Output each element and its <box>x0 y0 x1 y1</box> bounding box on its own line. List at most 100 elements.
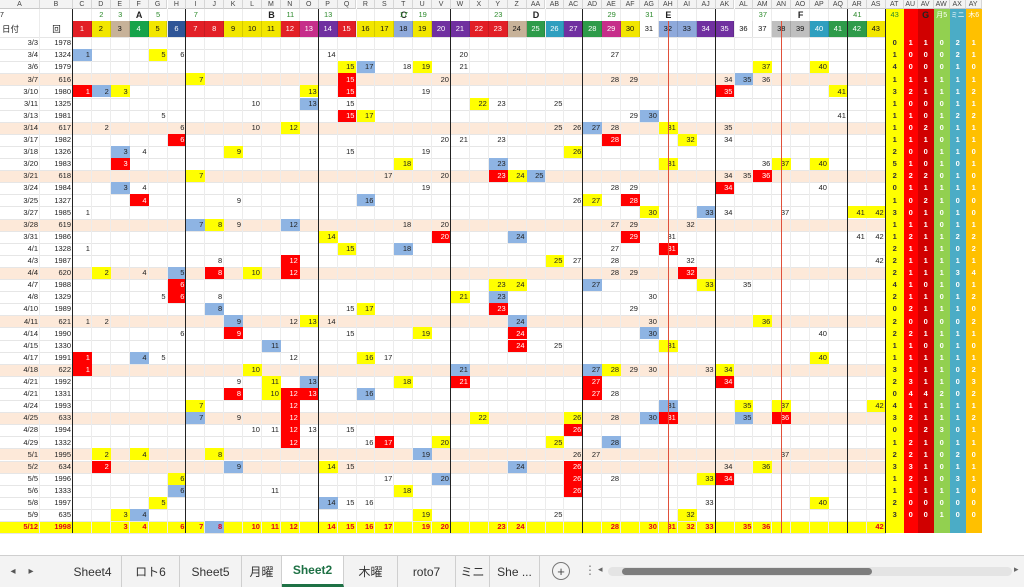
summary-count-cell[interactable]: 0 <box>908 498 913 508</box>
number-cell[interactable]: 26 <box>564 145 584 158</box>
date-cell[interactable]: 3/24 <box>23 183 38 193</box>
summary-count-cell[interactable]: 0 <box>939 316 944 326</box>
column-header-b[interactable]: B <box>40 0 73 9</box>
summary-count-cell[interactable]: 2 <box>923 195 928 205</box>
number-cell[interactable]: 12 <box>280 121 300 134</box>
summary-count-cell[interactable]: 0 <box>923 98 928 108</box>
summary-count-cell[interactable]: 1 <box>955 437 960 447</box>
number-cell[interactable]: 28 <box>610 413 620 423</box>
column-header-as[interactable]: AS <box>866 0 886 9</box>
summary-count-cell[interactable]: 0 <box>939 473 944 483</box>
number-cell[interactable]: 20 <box>440 135 449 145</box>
number-cell[interactable]: 18 <box>394 158 414 171</box>
summary-count-cell[interactable]: 0 <box>955 159 960 169</box>
summary-count-cell[interactable]: 1 <box>923 86 928 96</box>
column-header-q[interactable]: Q <box>337 0 357 9</box>
number-cell[interactable]: 10 <box>243 363 262 376</box>
summary-count-cell[interactable]: 1 <box>923 437 928 447</box>
summary-count-cell[interactable]: 1 <box>923 304 928 314</box>
number-cell[interactable]: 6 <box>180 328 185 338</box>
date-cell[interactable]: 5/5 <box>27 473 38 483</box>
number-cell[interactable]: 18 <box>394 484 414 497</box>
date-cell[interactable]: 3/27 <box>23 207 38 217</box>
date-cell[interactable]: 3/31 <box>23 231 38 241</box>
number-cell[interactable]: 15 <box>346 522 355 532</box>
summary-count-cell[interactable]: 1 <box>971 219 976 229</box>
number-cell[interactable]: 27 <box>591 449 601 459</box>
summary-count-cell[interactable]: 1 <box>971 183 976 193</box>
number-cell[interactable]: 29 <box>629 74 638 84</box>
number-cell[interactable]: 8 <box>224 387 244 400</box>
number-cell[interactable]: 35 <box>734 73 754 86</box>
column-header-af[interactable]: AF <box>621 0 640 9</box>
summary-count-cell[interactable]: 1 <box>908 38 913 48</box>
summary-count-cell[interactable]: 0 <box>939 122 944 132</box>
summary-count-cell[interactable]: 1 <box>892 122 897 132</box>
number-cell[interactable]: 23 <box>488 291 508 304</box>
summary-count-cell[interactable]: 0 <box>955 498 960 508</box>
number-cell[interactable]: 6 <box>180 122 185 132</box>
number-cell[interactable]: 12 <box>289 316 298 326</box>
number-cell[interactable]: 26 <box>572 449 582 459</box>
summary-count-cell[interactable]: 1 <box>892 74 897 84</box>
number-cell[interactable]: 29 <box>629 364 638 374</box>
column-header-i[interactable]: I <box>186 0 206 9</box>
summary-count-cell[interactable]: 1 <box>939 413 944 423</box>
column-header-at[interactable]: AT <box>885 0 904 9</box>
number-cell[interactable]: 6 <box>167 484 187 497</box>
summary-count-cell[interactable]: 1 <box>939 377 944 387</box>
number-cell[interactable]: 35 <box>734 400 754 413</box>
column-header-aa[interactable]: AA <box>526 0 546 9</box>
scroll-left-arrow-icon[interactable]: ◂ <box>598 564 603 574</box>
summary-count-cell[interactable]: 1 <box>955 219 960 229</box>
number-cell[interactable]: 14 <box>318 230 338 243</box>
number-cell[interactable]: 29 <box>629 110 638 120</box>
column-header-ak[interactable]: AK <box>715 0 735 9</box>
summary-count-cell[interactable]: 1 <box>971 50 976 60</box>
column-header-an[interactable]: AN <box>772 0 792 9</box>
summary-count-cell[interactable]: 3 <box>892 461 897 471</box>
number-cell[interactable]: 23 <box>488 303 508 316</box>
number-cell[interactable]: 28 <box>610 183 620 193</box>
round-cell[interactable]: 1987 <box>54 256 71 266</box>
number-cell[interactable]: 40 <box>810 61 829 74</box>
column-header-g[interactable]: G <box>148 0 168 9</box>
summary-count-cell[interactable]: 1 <box>892 437 897 447</box>
number-cell[interactable]: 31 <box>667 522 676 532</box>
column-header-t[interactable]: T <box>394 0 414 9</box>
date-cell[interactable]: 3/6 <box>27 62 38 72</box>
number-cell[interactable]: 32 <box>686 522 695 532</box>
number-cell[interactable]: 32 <box>677 133 697 146</box>
number-cell[interactable]: 26 <box>572 195 582 205</box>
number-cell[interactable]: 17 <box>356 303 376 316</box>
number-cell[interactable]: 3 <box>110 158 130 171</box>
summary-count-cell[interactable]: 1 <box>923 243 928 253</box>
tab-scroll-right-icon[interactable]: ▸ <box>28 565 34 577</box>
summary-count-cell[interactable]: 1 <box>971 401 976 411</box>
column-header-ac[interactable]: AC <box>564 0 584 9</box>
round-cell[interactable]: 1328 <box>54 243 71 253</box>
number-cell[interactable]: 17 <box>375 436 395 449</box>
summary-count-cell[interactable]: 1 <box>955 183 960 193</box>
summary-count-cell[interactable]: 1 <box>939 485 944 495</box>
summary-count-cell[interactable]: 0 <box>923 159 928 169</box>
column-header-ad[interactable]: AD <box>583 0 603 9</box>
date-cell[interactable]: 3/13 <box>23 110 38 120</box>
number-cell[interactable]: 36 <box>753 315 773 328</box>
number-cell[interactable]: 25 <box>545 254 565 267</box>
sheet-tab-0[interactable]: Sheet4 <box>64 556 122 587</box>
number-cell[interactable]: 27 <box>572 256 582 266</box>
number-cell[interactable]: 2 <box>91 266 111 279</box>
number-cell[interactable]: 15 <box>346 147 355 157</box>
number-cell[interactable]: 6 <box>180 522 185 532</box>
column-header-w[interactable]: W <box>451 0 470 9</box>
number-cell[interactable]: 24 <box>507 230 527 243</box>
number-cell[interactable]: 23 <box>497 135 506 145</box>
number-cell[interactable]: 21 <box>451 375 470 388</box>
number-cell[interactable]: 15 <box>337 242 357 255</box>
number-cell[interactable]: 17 <box>356 109 376 122</box>
number-cell[interactable]: 3 <box>110 85 130 98</box>
number-cell[interactable]: 37 <box>780 449 790 459</box>
date-cell[interactable]: 3/21 <box>23 171 38 181</box>
number-cell[interactable]: 36 <box>753 170 773 183</box>
